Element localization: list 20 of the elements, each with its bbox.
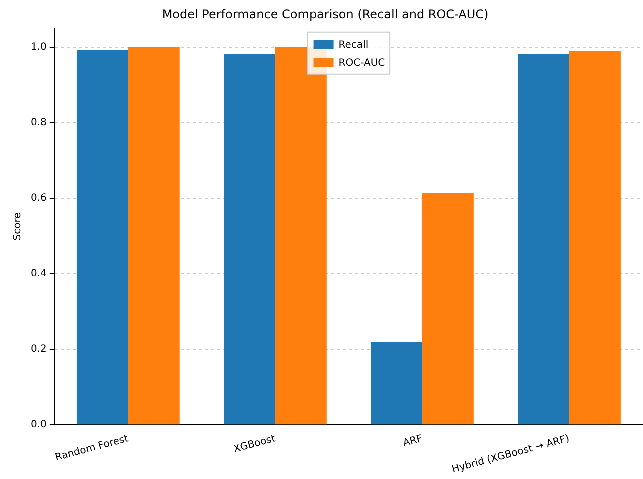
- bar: [371, 342, 422, 425]
- bar: [569, 51, 621, 425]
- bar: [224, 54, 276, 425]
- y-tick-label: 0.2: [30, 344, 47, 356]
- y-tick-label: 1.0: [30, 42, 47, 53]
- x-tick-label: Random Forest: [54, 434, 130, 464]
- y-tick-label: 0.0: [30, 420, 47, 431]
- bar: [518, 54, 570, 425]
- legend-label: ROC-AUC: [338, 58, 386, 69]
- bar: [275, 47, 327, 425]
- y-tick-label: 0.8: [30, 117, 47, 128]
- y-tick-label: 0.6: [30, 192, 47, 204]
- y-axis-title: Score: [12, 212, 24, 241]
- chart-title: Model Performance Comparison (Recall and ROC-AUC): [162, 7, 489, 22]
- y-tick-label: 0.4: [30, 268, 47, 280]
- bar: [128, 47, 180, 425]
- x-tick-label: ARF: [402, 434, 424, 450]
- bar: [422, 193, 474, 425]
- bar: [76, 50, 128, 425]
- legend-label: Recall: [338, 40, 369, 51]
